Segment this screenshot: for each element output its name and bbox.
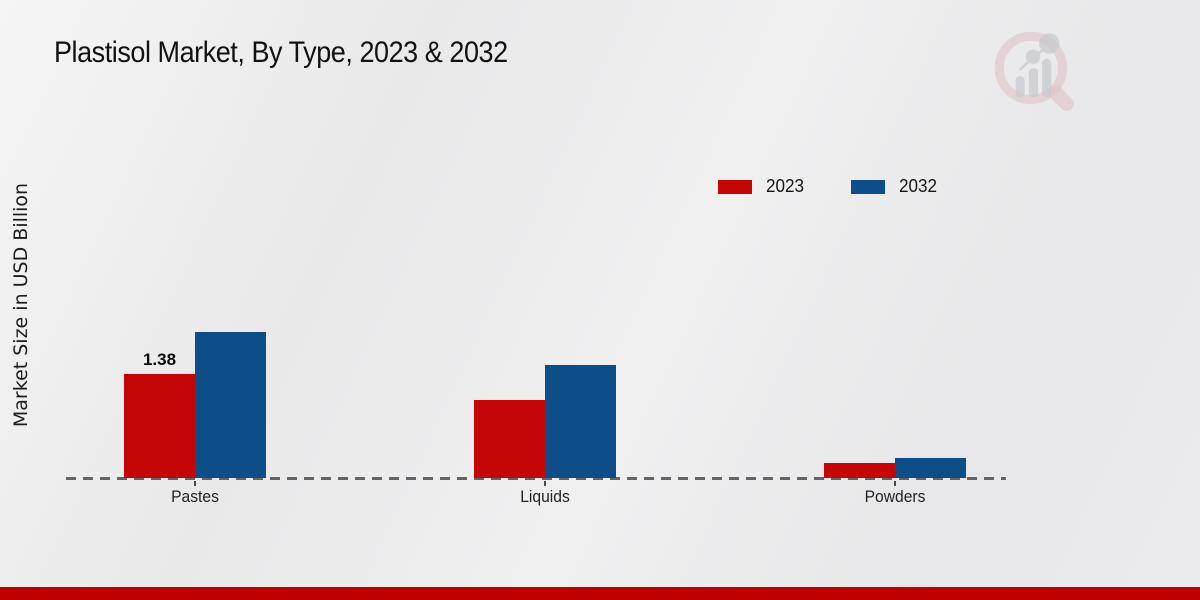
bar-value-label: 1.38: [142, 350, 177, 369]
y-axis-label: Market Size in USD Billion: [10, 182, 32, 428]
legend-label: 2023: [766, 176, 805, 196]
category-label-powders: Powders: [864, 487, 926, 506]
bar-powders-2023: [824, 463, 895, 478]
bar-liquids-2032: [545, 365, 616, 478]
x-axis-tick: [194, 481, 196, 486]
legend: 2023 2032: [718, 176, 938, 197]
legend-swatch-2023: [718, 179, 752, 194]
legend-item-2023: 2023: [718, 176, 805, 197]
category-label-pastes: Pastes: [171, 487, 219, 506]
bar-pastes-2023: [124, 374, 195, 478]
x-axis-tick: [544, 481, 546, 486]
bar-pastes-2032: [195, 332, 266, 478]
bar-powders-2032: [895, 458, 966, 478]
x-axis-baseline: [66, 477, 1006, 480]
plot-area: Pastes Liquids Powders 1.38: [66, 140, 1006, 506]
legend-label: 2032: [899, 176, 938, 196]
chart-title: Plastisol Market, By Type, 2023 & 2032: [54, 36, 508, 69]
x-axis-tick: [894, 481, 896, 486]
legend-item-2032: 2032: [851, 176, 938, 197]
footer-red-strip: [0, 587, 1200, 600]
legend-swatch-2032: [851, 179, 886, 194]
bar-liquids-2023: [474, 400, 545, 478]
market-research-future-logo-icon: [994, 31, 1074, 111]
category-label-liquids: Liquids: [520, 487, 570, 506]
